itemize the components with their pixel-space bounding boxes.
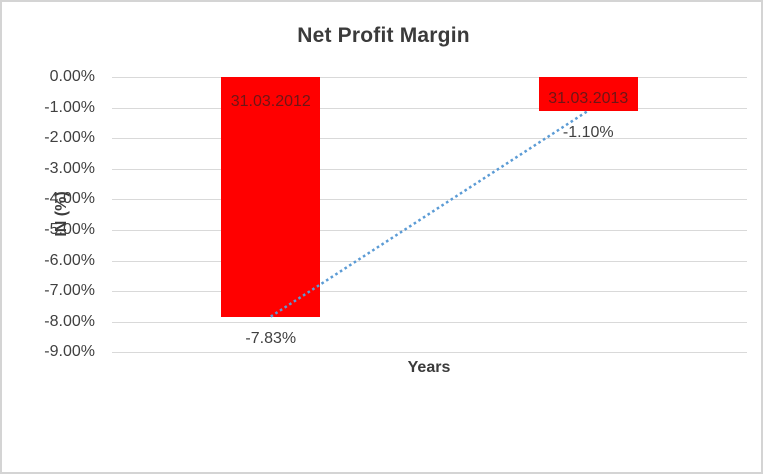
gridline xyxy=(112,261,747,262)
y-tick-label: -8.00% xyxy=(44,313,95,330)
bar-31.03.2012 xyxy=(221,77,320,317)
y-tick-label: 0.00% xyxy=(49,68,95,85)
bar-category-label: 31.03.2012 xyxy=(230,93,311,110)
gridline xyxy=(112,77,747,78)
y-tick-label: -5.00% xyxy=(44,221,95,238)
gridline xyxy=(112,291,747,292)
gridline xyxy=(112,169,747,170)
bar-value-label: -1.10% xyxy=(562,124,614,141)
x-axis-title: Years xyxy=(407,359,451,376)
bar-31.03.2013 xyxy=(539,77,638,111)
y-tick-label: -4.00% xyxy=(44,190,95,207)
y-tick-label: -1.00% xyxy=(44,99,95,116)
bar-value-label: -7.83% xyxy=(245,330,297,347)
y-tick-label: -2.00% xyxy=(44,129,95,146)
bar-category-label: 31.03.2013 xyxy=(548,90,629,107)
y-tick-label: -3.00% xyxy=(44,160,95,177)
gridline xyxy=(112,108,747,109)
y-tick-label: -6.00% xyxy=(44,252,95,269)
chart-title: Net Profit Margin xyxy=(297,24,470,47)
y-tick-label: -7.00% xyxy=(44,282,95,299)
gridline xyxy=(112,230,747,231)
gridline xyxy=(112,199,747,200)
y-tick-label: -9.00% xyxy=(44,343,95,360)
gridline xyxy=(112,322,747,323)
gridline xyxy=(112,138,747,139)
gridline xyxy=(112,352,747,353)
